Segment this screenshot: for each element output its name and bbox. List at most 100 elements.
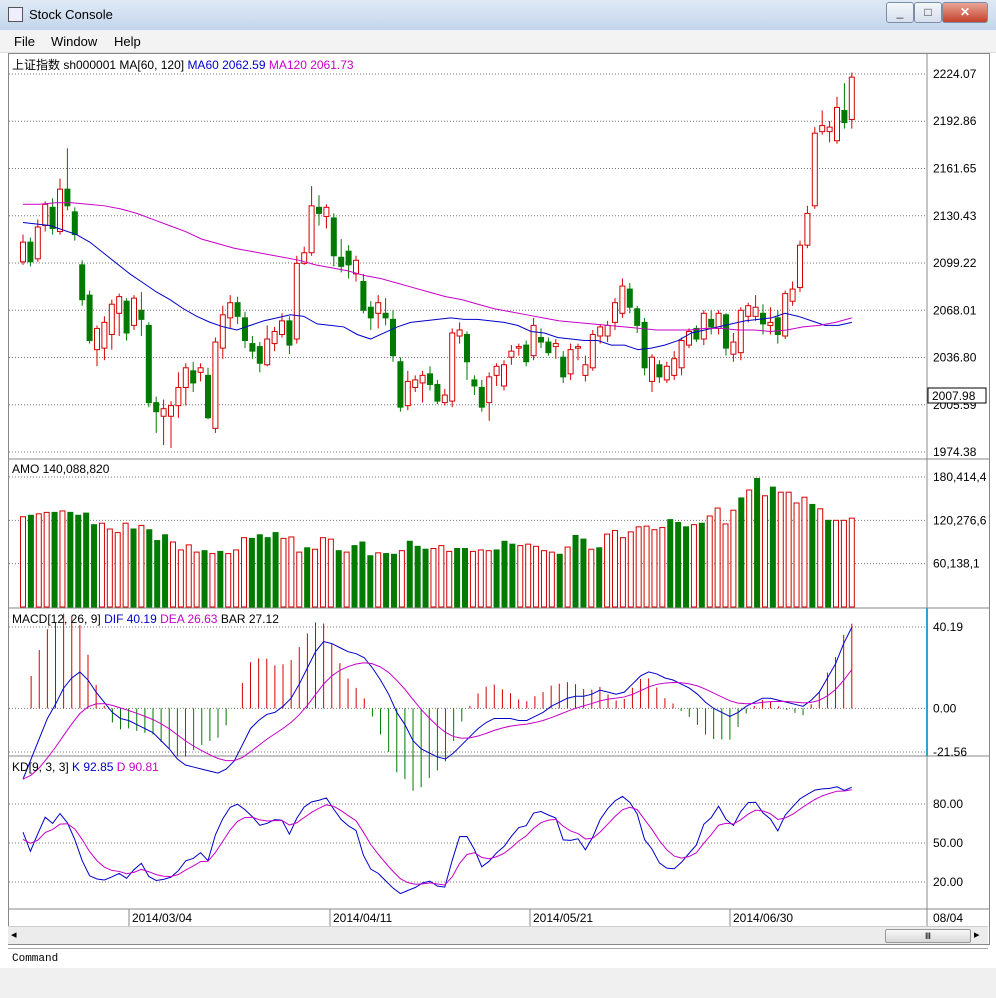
amo-bar	[154, 540, 161, 608]
scroll-left-arrow[interactable]: ◂	[11, 929, 17, 941]
kd-axis-label: 20.00	[933, 875, 963, 889]
dif-line	[22, 627, 853, 780]
candle-up	[612, 302, 618, 323]
stock-chart[interactable]: 2224.07 2192.86 2161.65 2130.43 2099.22 2068.…	[9, 54, 989, 926]
candle-up	[552, 343, 559, 348]
amo-bar	[304, 547, 311, 608]
amo-bar	[596, 547, 603, 608]
candle-down	[64, 188, 71, 207]
amo-bar	[91, 524, 98, 608]
close-button[interactable]: ✕	[942, 2, 988, 23]
candle-up	[789, 288, 796, 302]
candle-up	[493, 365, 500, 376]
amo-bar	[288, 536, 295, 608]
amo-bar	[422, 548, 429, 608]
candle-up	[227, 302, 234, 319]
candle-up	[271, 330, 278, 345]
candle-up	[175, 386, 182, 407]
candle-down	[249, 343, 256, 352]
candle-up	[168, 405, 174, 417]
candle-down	[49, 206, 56, 230]
menu-help[interactable]: Help	[114, 34, 141, 49]
candle-up	[567, 349, 574, 375]
candle-up	[486, 376, 493, 404]
horizontal-scrollbar[interactable]: ◂ Ⅲ ▸	[8, 926, 988, 944]
candle-down	[27, 241, 34, 263]
amo-bar	[619, 537, 626, 608]
menu-window[interactable]: Window	[51, 34, 98, 49]
candle-down	[538, 337, 544, 343]
amo-bar	[651, 529, 658, 608]
menu-file[interactable]: File	[14, 34, 35, 49]
candle-up	[730, 341, 737, 355]
date-label-right: 08/04	[933, 911, 963, 925]
amo-bar	[517, 545, 524, 608]
candle-up	[649, 356, 655, 382]
candle-up	[804, 212, 811, 246]
candle-up	[811, 132, 818, 207]
macd-axis-label: 0.00	[933, 701, 957, 715]
price-axis-label: 2099.22	[933, 256, 977, 270]
amo-bar	[162, 534, 169, 608]
amo-bar	[335, 550, 342, 608]
scroll-thumb[interactable]: Ⅲ	[885, 929, 971, 943]
candle-up	[160, 408, 167, 417]
price-axis-label: 2036.80	[933, 351, 977, 365]
candle-up	[301, 252, 308, 264]
candle-up	[604, 324, 611, 337]
candle-down	[626, 288, 633, 308]
amo-bar	[848, 517, 855, 608]
maximize-button[interactable]: □	[914, 2, 942, 23]
amo-axis-label: 60,138,1	[933, 557, 980, 571]
candle-down	[774, 317, 781, 335]
candle-up	[264, 338, 271, 366]
amo-bar	[556, 553, 563, 608]
candle-down	[634, 308, 641, 326]
candle-up	[293, 262, 300, 340]
chart-area[interactable]: 2224.07 2192.86 2161.65 2130.43 2099.22 2068.…	[8, 53, 990, 945]
amo-bar	[533, 545, 540, 608]
candle-down	[360, 281, 367, 311]
amo-bar	[114, 532, 121, 608]
amo-bar	[769, 486, 776, 608]
d-line	[22, 789, 852, 886]
amo-bar	[225, 553, 232, 608]
amo-bar	[477, 549, 484, 608]
amo-bar	[256, 534, 263, 608]
amo-bar	[675, 522, 682, 608]
date-label: 2014/06/30	[733, 911, 793, 925]
amo-bar	[327, 538, 334, 608]
amo-bar	[746, 489, 753, 608]
amo-bar	[233, 549, 240, 608]
amo-bar	[406, 540, 413, 608]
candle-up	[819, 125, 826, 133]
command-bar[interactable]: Command	[8, 948, 988, 969]
amo-bar	[43, 511, 50, 608]
amo-bar	[122, 522, 129, 608]
amo-bar	[241, 537, 248, 608]
amo-bar	[525, 543, 532, 608]
scroll-right-arrow[interactable]: ▸	[974, 929, 980, 941]
price-axis-label: 2130.43	[933, 209, 977, 223]
kd-panel-label: KD[9, 3, 3] K 92.85 D 90.81	[12, 760, 159, 774]
candle-up	[116, 296, 123, 314]
amo-bar	[185, 544, 192, 608]
candle-up	[700, 312, 707, 340]
candle-up	[57, 188, 63, 233]
kd-axis-label: 80.00	[933, 797, 963, 811]
candle-up	[737, 309, 744, 354]
minimize-button[interactable]: _	[886, 2, 914, 23]
candle-up	[767, 321, 774, 326]
amo-bar	[761, 495, 768, 608]
amo-bar	[75, 514, 82, 608]
candle-up	[826, 126, 833, 133]
amo-bar	[177, 549, 184, 608]
candle-down	[693, 327, 700, 340]
candle-up	[501, 364, 507, 387]
candle-down	[656, 364, 663, 378]
candle-up	[34, 226, 41, 260]
candle-down	[145, 324, 152, 404]
amo-bar	[667, 519, 674, 608]
candle-up	[108, 303, 115, 335]
candle-up	[279, 320, 285, 335]
